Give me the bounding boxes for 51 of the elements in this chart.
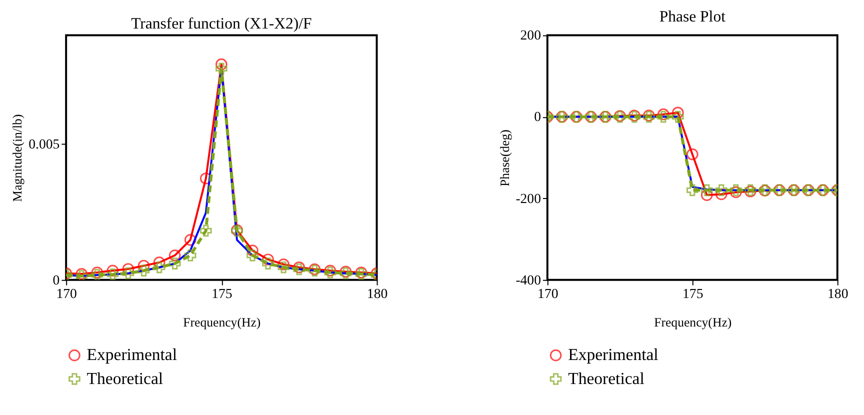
y-axis-title: Magnitude(in/lb) [10,114,25,202]
y-axis-title: Phase(deg) [498,130,512,187]
point [184,249,196,262]
point [246,244,258,256]
point [106,264,119,277]
y-tick-label: -400 [516,272,542,288]
point [168,250,181,262]
point [153,256,166,268]
point [216,62,228,75]
point [262,258,274,270]
legend-label: Theoretical [86,368,164,388]
point [122,267,134,280]
chart-title: Transfer function (X1-X2)/F [131,15,312,32]
chart-title: Phase Plot [659,8,726,26]
point [262,254,274,266]
point [216,58,228,70]
point [168,258,181,270]
x-tick-label: 170 [538,286,558,302]
point [246,249,258,262]
legend-label: Experimental [568,345,659,364]
point [106,268,119,280]
point [184,234,196,246]
y-tick-label: 200 [520,28,542,43]
legend-label: Theoretical [568,368,645,388]
x-tick-label: 180 [828,286,848,302]
point [153,261,166,274]
x-axis-title: Frequency(Hz) [183,316,261,330]
y-tick-label: 0 [52,272,60,288]
x-tick-label: 170 [56,286,78,302]
point [138,264,150,277]
point [278,258,290,270]
point [672,106,684,119]
point [122,263,134,275]
point [91,269,104,280]
x-axis-title: Frequency(Hz) [654,316,732,330]
legend-label: Experimental [86,345,178,364]
x-tick-label: 175 [212,286,232,302]
y-tick-label: -200 [516,190,542,206]
point [657,110,670,123]
point [715,184,728,196]
x-tick-label: 180 [366,286,388,302]
point [76,268,88,280]
point [672,110,684,123]
point [200,224,212,237]
point [278,261,290,274]
y-tick-label: 0 [534,109,542,124]
x-tick-label: 175 [682,286,704,302]
point [686,148,698,160]
point [700,184,713,196]
y-tick-label: 0.005 [28,136,60,152]
point [686,184,698,196]
